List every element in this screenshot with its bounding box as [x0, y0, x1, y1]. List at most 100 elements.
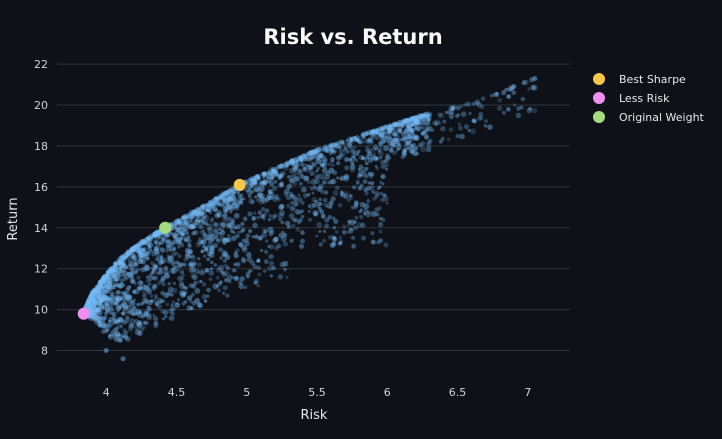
portfolio-point: [174, 260, 179, 265]
portfolio-point: [253, 211, 257, 215]
portfolio-point: [110, 295, 115, 299]
portfolio-point: [155, 231, 160, 237]
portfolio-point: [292, 158, 298, 164]
portfolio-point: [133, 244, 139, 250]
portfolio-point: [92, 304, 97, 309]
legend-item-less-risk[interactable]: Less Risk: [593, 92, 670, 105]
portfolio-point: [247, 269, 251, 274]
portfolio-point: [353, 220, 357, 224]
portfolio-point: [314, 148, 319, 153]
portfolio-point: [283, 267, 287, 272]
portfolio-point: [364, 174, 369, 179]
portfolio-point: [140, 238, 147, 245]
portfolio-point: [318, 242, 323, 247]
portfolio-point: [406, 129, 412, 135]
original-weight-point[interactable]: [159, 221, 172, 234]
portfolio-point: [343, 173, 350, 180]
portfolio-point: [295, 227, 301, 233]
portfolio-point: [282, 260, 289, 267]
portfolio-point: [102, 296, 108, 301]
portfolio-point: [329, 142, 335, 148]
portfolio-point: [152, 268, 156, 272]
portfolio-point: [229, 205, 235, 211]
portfolio-point: [90, 289, 96, 296]
portfolio-point: [335, 144, 340, 149]
portfolio-point: [230, 193, 236, 200]
portfolio-point: [329, 242, 335, 248]
portfolio-point: [123, 330, 129, 335]
portfolio-point: [233, 189, 237, 193]
portfolio-point: [109, 283, 113, 287]
portfolio-point: [213, 221, 218, 227]
portfolio-point: [324, 174, 330, 180]
portfolio-point: [171, 267, 178, 274]
portfolio-point: [112, 327, 119, 333]
portfolio-point: [188, 283, 194, 288]
portfolio-point: [367, 151, 373, 157]
portfolio-point: [120, 254, 126, 260]
portfolio-point: [187, 213, 192, 218]
portfolio-point: [226, 237, 232, 243]
portfolio-point: [154, 296, 158, 300]
portfolio-point: [237, 280, 242, 285]
portfolio-point: [144, 237, 148, 241]
portfolio-point: [299, 154, 305, 159]
portfolio-point: [154, 231, 159, 236]
portfolio-point: [468, 111, 472, 115]
portfolio-point: [216, 200, 222, 206]
legend-item-original-weight[interactable]: Original Weight: [593, 111, 705, 124]
portfolio-point: [99, 279, 103, 283]
portfolio-point: [381, 129, 386, 135]
portfolio-point: [233, 253, 239, 259]
portfolio-point: [188, 249, 194, 255]
portfolio-point: [227, 196, 233, 202]
portfolio-point: [285, 194, 292, 201]
x-axis-label: Risk: [301, 408, 328, 423]
portfolio-point: [278, 174, 282, 178]
portfolio-point: [122, 264, 128, 270]
portfolio-point: [108, 268, 112, 273]
portfolio-point: [177, 226, 181, 230]
portfolio-point: [96, 284, 100, 289]
portfolio-point: [238, 241, 243, 247]
portfolio-point: [418, 124, 423, 129]
portfolio-point: [225, 201, 231, 206]
legend-item-best-sharpe[interactable]: Best Sharpe: [593, 73, 686, 86]
portfolio-point: [262, 171, 268, 178]
portfolio-point: [104, 273, 109, 278]
legend[interactable]: Best Sharpe Less Risk Original Weight: [593, 73, 705, 124]
portfolio-point: [108, 272, 113, 277]
portfolio-point: [180, 215, 186, 221]
portfolio-point: [97, 288, 104, 294]
best-sharpe-point[interactable]: [233, 178, 246, 191]
portfolio-point: [126, 293, 132, 300]
less-risk-point[interactable]: [77, 307, 90, 320]
portfolio-point: [277, 274, 284, 280]
portfolio-point: [270, 169, 276, 174]
portfolio-point: [87, 304, 94, 310]
portfolio-point: [176, 261, 180, 265]
portfolio-point: [217, 202, 222, 207]
portfolio-point: [100, 306, 105, 310]
portfolio-point: [125, 253, 129, 257]
portfolio-point: [91, 290, 96, 295]
portfolio-point: [133, 319, 140, 325]
portfolio-point: [317, 155, 323, 162]
portfolio-point: [135, 243, 140, 247]
portfolio-point: [387, 137, 394, 144]
portfolio-point: [208, 252, 215, 258]
portfolio-point: [353, 137, 359, 142]
portfolio-point: [108, 297, 113, 302]
portfolio-point: [396, 141, 401, 145]
portfolio-point: [115, 283, 119, 288]
portfolio-point: [266, 193, 271, 198]
portfolio-point: [188, 262, 193, 267]
portfolio-point: [231, 276, 235, 280]
portfolio-point: [415, 120, 420, 125]
portfolio-point: [221, 252, 226, 257]
portfolio-point: [231, 268, 236, 273]
portfolio-point: [89, 311, 93, 315]
portfolio-point: [154, 302, 159, 307]
portfolio-point: [199, 219, 204, 224]
portfolio-point: [112, 264, 116, 268]
